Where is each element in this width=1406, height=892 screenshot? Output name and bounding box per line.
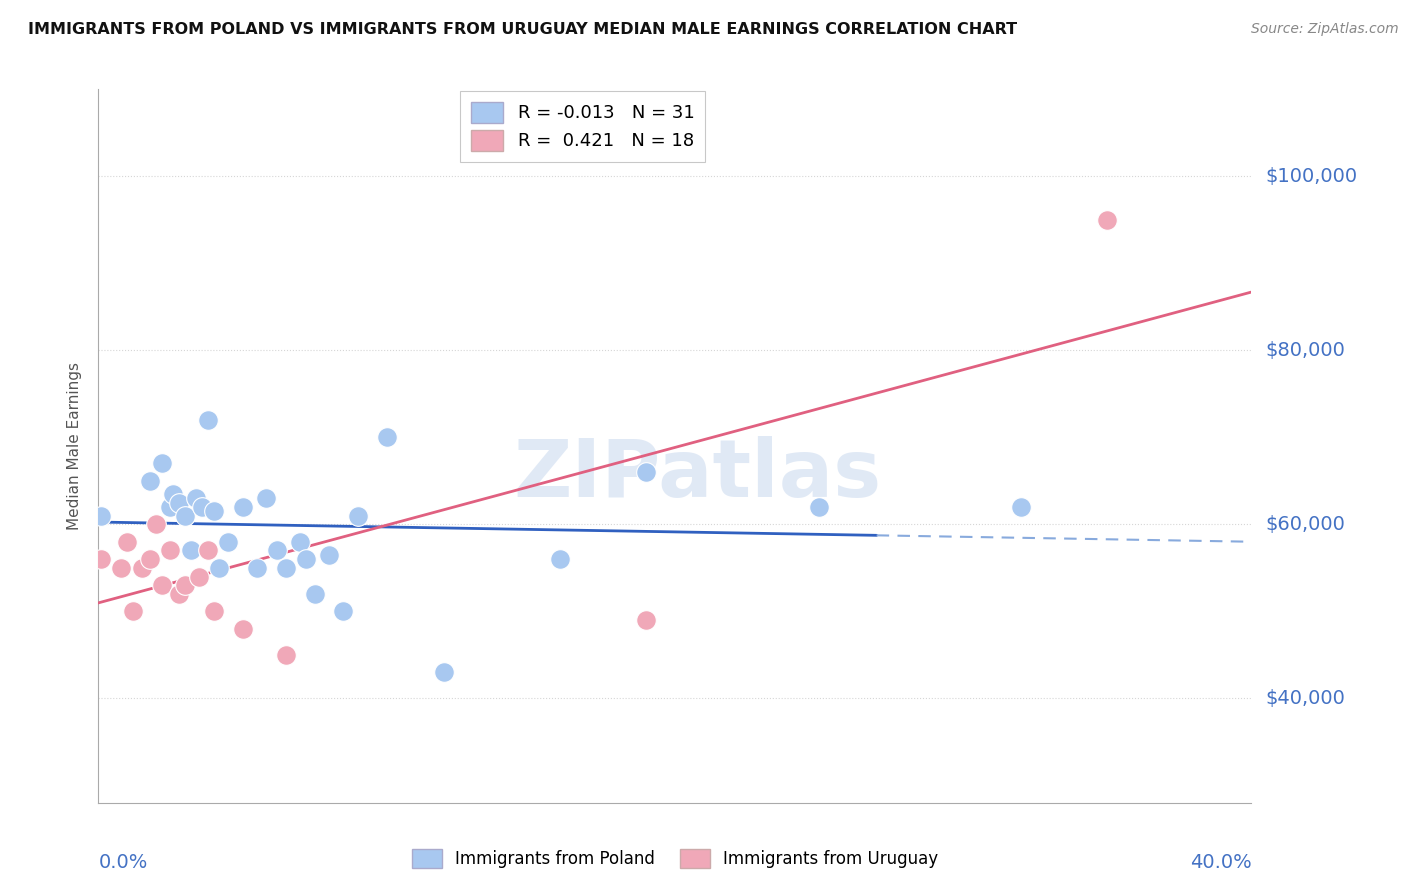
- Point: [375, 430, 398, 444]
- Point: [139, 552, 162, 566]
- Legend: R = -0.013   N = 31, R =  0.421   N = 18: R = -0.013 N = 31, R = 0.421 N = 18: [460, 91, 706, 161]
- Point: [186, 491, 208, 506]
- Point: [231, 500, 254, 514]
- Text: ZIPatlas: ZIPatlas: [513, 435, 882, 514]
- Text: $80,000: $80,000: [1265, 341, 1346, 359]
- Point: [150, 457, 173, 471]
- Point: [197, 413, 219, 427]
- Point: [346, 508, 368, 523]
- Point: [162, 487, 184, 501]
- Point: [122, 604, 145, 618]
- Point: [636, 465, 658, 479]
- Point: [197, 543, 219, 558]
- Point: [145, 517, 167, 532]
- Point: [636, 613, 658, 627]
- Point: [191, 500, 214, 514]
- Point: [167, 587, 190, 601]
- Point: [217, 534, 239, 549]
- Point: [90, 552, 112, 566]
- Point: [548, 552, 571, 566]
- Point: [1097, 212, 1119, 227]
- Text: Source: ZipAtlas.com: Source: ZipAtlas.com: [1251, 22, 1399, 37]
- Text: $100,000: $100,000: [1265, 167, 1357, 186]
- Point: [208, 561, 231, 575]
- Text: IMMIGRANTS FROM POLAND VS IMMIGRANTS FROM URUGUAY MEDIAN MALE EARNINGS CORRELATI: IMMIGRANTS FROM POLAND VS IMMIGRANTS FRO…: [28, 22, 1018, 37]
- Legend: Immigrants from Poland, Immigrants from Uruguay: Immigrants from Poland, Immigrants from …: [405, 842, 945, 875]
- Point: [295, 552, 318, 566]
- Point: [254, 491, 277, 506]
- Point: [131, 561, 153, 575]
- Point: [246, 561, 269, 575]
- Point: [202, 504, 225, 518]
- Point: [110, 561, 132, 575]
- Point: [1010, 500, 1032, 514]
- Point: [433, 665, 456, 680]
- Point: [332, 604, 354, 618]
- Point: [188, 569, 211, 583]
- Point: [159, 543, 181, 558]
- Point: [266, 543, 288, 558]
- Point: [304, 587, 326, 601]
- Point: [290, 534, 312, 549]
- Point: [274, 561, 297, 575]
- Point: [117, 534, 138, 549]
- Point: [180, 543, 202, 558]
- Text: 0.0%: 0.0%: [98, 853, 148, 871]
- Point: [139, 474, 162, 488]
- Y-axis label: Median Male Earnings: Median Male Earnings: [67, 362, 83, 530]
- Point: [807, 500, 830, 514]
- Point: [274, 648, 297, 662]
- Point: [318, 548, 340, 562]
- Point: [90, 508, 112, 523]
- Text: $60,000: $60,000: [1265, 515, 1346, 533]
- Point: [174, 508, 197, 523]
- Point: [167, 495, 190, 509]
- Point: [202, 604, 225, 618]
- Point: [174, 578, 197, 592]
- Text: $40,000: $40,000: [1265, 689, 1346, 708]
- Point: [150, 578, 173, 592]
- Text: 40.0%: 40.0%: [1189, 853, 1251, 871]
- Point: [231, 622, 254, 636]
- Point: [159, 500, 181, 514]
